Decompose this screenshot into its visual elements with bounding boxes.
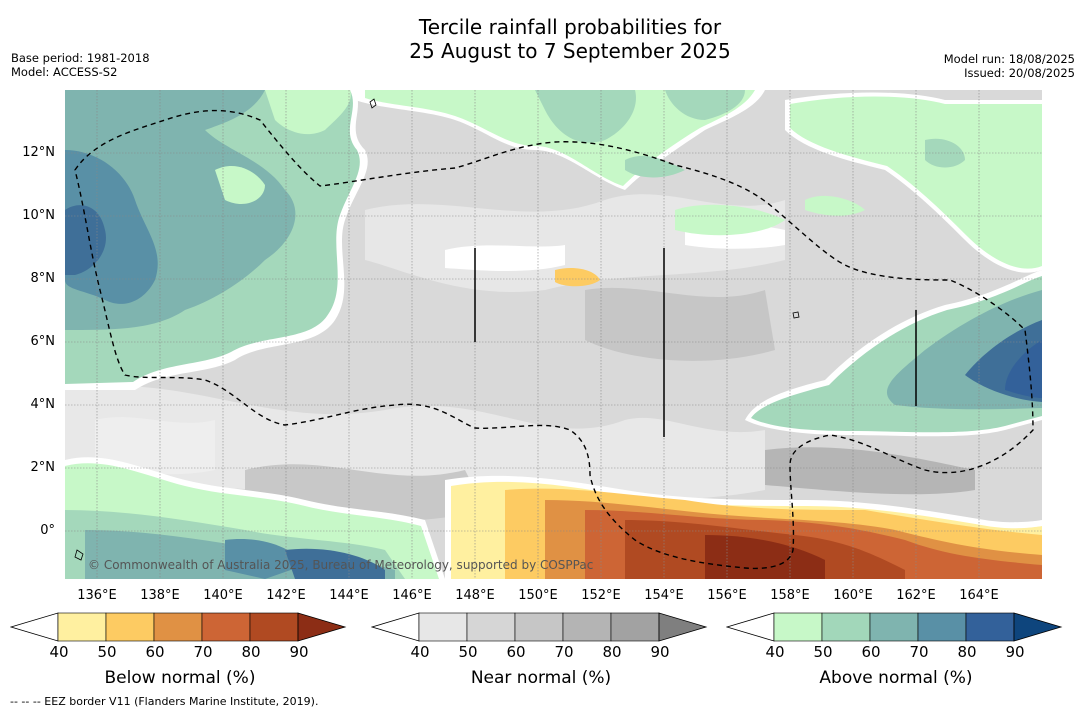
colorbar-near-normal: [370, 612, 711, 642]
colorbar-tick: 80: [602, 643, 622, 661]
colorbar-segment: [153, 612, 203, 642]
colorbar-title-above-normal: Above normal (%): [819, 668, 973, 688]
colorbar-tick: 60: [861, 643, 881, 661]
colorbar-extend-high: [658, 612, 708, 642]
y-tick-label: 12°N: [22, 145, 55, 160]
eez-border: [74, 109, 1034, 570]
colorbar-near-normal-scale: [370, 612, 708, 642]
copyright-notice: © Commonwealth of Australia 2025, Bureau…: [88, 558, 594, 572]
colorbar-tick: 50: [97, 643, 117, 661]
colorbar-extend-low: [9, 612, 59, 642]
island-markers: [474, 248, 917, 437]
colorbar-extend-low: [725, 612, 775, 642]
x-tick-label: 160°E: [833, 588, 873, 603]
probability-map-canvas: [65, 90, 1042, 579]
y-tick-label: 2°N: [30, 460, 56, 475]
y-tick-label: 8°N: [30, 271, 56, 286]
graticule: [65, 90, 1042, 579]
x-tick-label: 164°E: [959, 588, 999, 603]
x-tick-label: 162°E: [896, 588, 936, 603]
colorbar-tick: 40: [410, 643, 430, 661]
y-tick-label: 0°: [40, 523, 55, 538]
x-tick-label: 144°E: [329, 588, 369, 603]
colorbar-segment: [105, 612, 155, 642]
model-label: Model: ACCESS-S2: [11, 65, 118, 79]
y-tick-label: 4°N: [30, 397, 56, 412]
colorbar-segment: [917, 612, 967, 642]
colorbar-extend-high: [1013, 612, 1063, 642]
colorbar-tick: 40: [49, 643, 69, 661]
colorbar-tick: 70: [554, 643, 574, 661]
x-tick-label: 136°E: [77, 588, 117, 603]
colorbar-extend-high: [297, 612, 347, 642]
colorbar-segment: [514, 612, 564, 642]
colorbar-tick: 90: [1005, 643, 1025, 661]
colorbar-segment: [466, 612, 516, 642]
issued-label: Issued: 20/08/2025: [964, 66, 1075, 80]
probability-map: [65, 90, 1042, 579]
colorbar-extend-low: [370, 612, 420, 642]
y-tick-label: 6°N: [30, 334, 56, 349]
x-tick-label: 142°E: [266, 588, 306, 603]
base-period-label: Base period: 1981-2018: [11, 51, 150, 65]
x-tick-label: 148°E: [455, 588, 495, 603]
y-tick-label: 10°N: [22, 208, 55, 223]
map-title-line-2: 25 August to 7 September 2025: [409, 39, 731, 63]
colorbar-tick: 70: [909, 643, 929, 661]
colorbar-tick: 90: [289, 643, 309, 661]
colorbar-segment: [57, 612, 107, 642]
colorbar-tick: 60: [506, 643, 526, 661]
x-tick-label: 146°E: [392, 588, 432, 603]
colorbar-segment: [562, 612, 612, 642]
colorbar-segment: [821, 612, 871, 642]
colorbar-segment: [201, 612, 251, 642]
eez-footnote: -- -- -- EEZ border V11 (Flanders Marine…: [10, 695, 319, 708]
colorbar-tick: 60: [145, 643, 165, 661]
colorbar-tick: 70: [193, 643, 213, 661]
colorbar-below-normal-scale: [9, 612, 347, 642]
colorbar-segment: [965, 612, 1015, 642]
colorbar-tick: 80: [957, 643, 977, 661]
colorbar-title-near-normal: Near normal (%): [470, 668, 612, 688]
colorbar-tick: 40: [765, 643, 785, 661]
colorbar-tick: 50: [813, 643, 833, 661]
map-title-line-1: Tercile rainfall probabilities for: [418, 15, 722, 39]
colorbar-title-below-normal: Below normal (%): [104, 668, 256, 688]
colorbar-segment: [418, 612, 468, 642]
colorbar-segment: [610, 612, 660, 642]
x-tick-label: 140°E: [203, 588, 243, 603]
colorbar-segment: [869, 612, 919, 642]
colorbar-above-normal-scale: [725, 612, 1063, 642]
colorbar-segment: [249, 612, 299, 642]
colorbar-segment: [773, 612, 823, 642]
x-tick-label: 154°E: [644, 588, 684, 603]
colorbar-tick: 80: [241, 643, 261, 661]
x-tick-label: 152°E: [581, 588, 621, 603]
colorbar-tick: 90: [650, 643, 670, 661]
model-run-label: Model run: 18/08/2025: [943, 52, 1075, 66]
colorbar-above-normal: [725, 612, 1066, 642]
x-tick-label: 150°E: [518, 588, 558, 603]
colorbar-tick: 50: [458, 643, 478, 661]
x-tick-label: 138°E: [140, 588, 180, 603]
x-tick-label: 156°E: [707, 588, 747, 603]
x-tick-label: 158°E: [770, 588, 810, 603]
colorbar-below-normal: [9, 612, 350, 642]
